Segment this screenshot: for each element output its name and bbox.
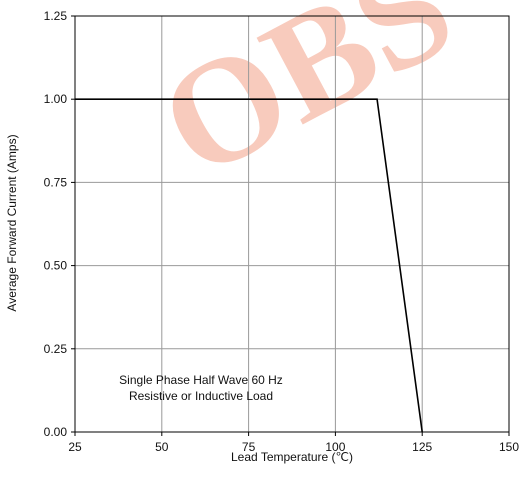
series-line — [75, 98, 423, 433]
x-tick-label: 125 — [412, 440, 432, 454]
x-tick-label: 100 — [325, 440, 345, 454]
annotation-line-1: Single Phase Half Wave 60 Hz — [119, 373, 283, 387]
x-tick-label: 50 — [155, 440, 169, 454]
y-axis-label: Average Forward Current (Amps) — [5, 134, 19, 311]
annotation-line-2: Resistive or Inductive Load — [129, 389, 273, 403]
y-tick-label: 0.50 — [44, 259, 68, 273]
x-tick-label: 25 — [68, 440, 82, 454]
plot-marks — [75, 98, 423, 433]
x-tick-label: 75 — [242, 440, 256, 454]
x-axis: 25 50 75 100 125 150 — [68, 432, 519, 454]
y-tick-label: 1.25 — [44, 9, 68, 23]
y-tick-label: 1.00 — [44, 92, 68, 106]
plot-frame — [74, 15, 510, 433]
y-tick-label: 0.75 — [44, 175, 68, 189]
y-axis: 0.00 0.25 0.50 0.75 1.00 1.25 — [44, 9, 75, 439]
y-tick-label: 0.00 — [44, 425, 68, 439]
watermark: OBS — [135, 0, 478, 210]
x-tick-label: 150 — [499, 440, 519, 454]
y-tick-label: 0.25 — [44, 342, 68, 356]
x-axis-label: Lead Temperature (℃) — [231, 450, 353, 464]
